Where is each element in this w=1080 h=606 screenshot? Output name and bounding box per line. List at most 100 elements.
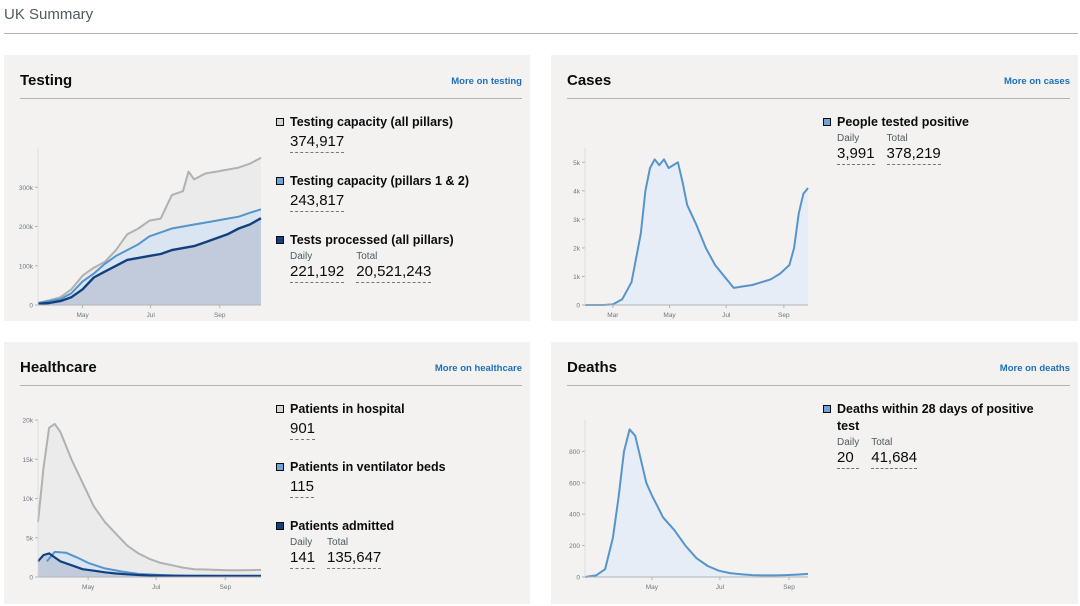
total-value[interactable]: 41,684 — [871, 449, 918, 469]
legend-swatch-icon — [276, 118, 284, 126]
y-tick-label: 3k — [573, 217, 581, 224]
x-tick-label: Jul — [716, 584, 725, 591]
x-tick-label: Mar — [607, 312, 619, 319]
metric-label: Patients in ventilator beds — [290, 460, 446, 474]
y-tick-label: 10k — [23, 496, 34, 503]
legend-swatch-icon — [276, 405, 284, 413]
y-tick-label: 4k — [573, 188, 581, 195]
series-line — [37, 552, 261, 577]
metric-label: Deaths within 28 days of positive test — [837, 402, 1034, 433]
x-tick-label: May — [663, 312, 676, 319]
x-tick-label: Jul — [722, 312, 731, 319]
metric-value[interactable]: 115 — [290, 478, 314, 498]
total-label: Total — [871, 437, 893, 448]
x-tick-label: Sep — [783, 584, 795, 591]
total-value[interactable]: 135,647 — [327, 549, 382, 569]
card-title: Healthcare — [20, 359, 97, 376]
metric-deaths-28-days: Deaths within 28 days of positive test D… — [823, 401, 1053, 469]
legend-swatch-icon — [823, 118, 831, 126]
y-tick-label: 15k — [23, 457, 34, 464]
metric-testing-capacity-all: Testing capacity (all pillars) 374,917 — [276, 114, 453, 153]
page-divider — [4, 33, 1078, 34]
y-tick-label: 400 — [569, 512, 580, 519]
y-tick-label: 5k — [573, 160, 581, 167]
series-area — [38, 218, 261, 305]
card-divider — [567, 98, 1070, 99]
legend-swatch-icon — [276, 236, 284, 244]
metric-testing-capacity-pillars: Testing capacity (pillars 1 & 2) 243,817 — [276, 173, 469, 212]
series-line — [37, 217, 262, 305]
x-tick-label: Sep — [220, 584, 232, 591]
testing-chart: 0 100k 200k 300k May Jul Sep — [19, 148, 262, 319]
total-label: Total — [886, 133, 908, 144]
legend-swatch-icon — [276, 177, 284, 185]
x-tick-label: Jul — [152, 584, 161, 591]
series-line — [37, 208, 262, 304]
card-title: Deaths — [567, 359, 618, 376]
more-on-deaths-link[interactable]: More on deaths — [999, 363, 1070, 374]
total-value[interactable]: 378,219 — [886, 145, 941, 165]
metric-label: People tested positive — [837, 115, 969, 129]
metric-label: Testing capacity (all pillars) — [290, 115, 454, 129]
daily-value[interactable]: 141 — [290, 549, 316, 569]
series-area — [585, 159, 808, 305]
daily-label: Daily — [290, 251, 313, 262]
x-tick-label: May — [76, 312, 89, 319]
deaths-chart: 0 200 400 600 800 May Jul Sep — [569, 420, 809, 591]
more-on-cases-link[interactable]: More on cases — [1004, 76, 1070, 87]
legend-swatch-icon — [276, 463, 284, 471]
x-tick-label: Sep — [214, 312, 226, 319]
daily-value[interactable]: 3,991 — [837, 145, 875, 165]
healthcare-chart: 0 5k 10k 15k 20k May Jul Sep — [23, 418, 262, 591]
legend-swatch-icon — [276, 522, 284, 530]
page-title: UK Summary — [4, 6, 94, 23]
total-value[interactable]: 20,521,243 — [356, 263, 432, 283]
series-line — [37, 422, 262, 572]
y-tick-label: 100k — [19, 263, 34, 270]
series-area — [38, 423, 261, 577]
cases-chart: 0 1k 2k 3k 4k 5k Mar May Jul Sep — [573, 148, 809, 319]
y-tick-label: 0 — [29, 575, 33, 582]
card-deaths: Deaths More on deaths 0 200 400 600 800 May Ju… — [551, 342, 1078, 604]
metric-label: Testing capacity (pillars 1 & 2) — [290, 174, 469, 188]
y-tick-label: 300k — [19, 185, 34, 192]
y-tick-label: 20k — [23, 418, 34, 425]
card-divider — [20, 98, 522, 99]
more-on-testing-link[interactable]: More on testing — [451, 76, 522, 87]
card-cases: Cases More on cases 0 1k 2k 3k 4k 5k Mar May Jul… — [551, 55, 1078, 321]
series-line — [585, 158, 809, 306]
card-title: Cases — [567, 72, 612, 89]
y-tick-label: 0 — [29, 303, 33, 310]
daily-value[interactable]: 221,192 — [290, 263, 345, 283]
card-title: Testing — [20, 72, 73, 89]
metric-patients-admitted: Patients admitted Daily 141 Total 135,647 — [276, 518, 394, 569]
more-on-healthcare-link[interactable]: More on healthcare — [434, 363, 522, 374]
x-tick-label: May — [646, 584, 659, 591]
series-area — [585, 429, 808, 577]
y-tick-label: 5k — [26, 535, 34, 542]
metric-value[interactable]: 243,817 — [290, 192, 345, 212]
card-testing: Testing More on testing 0 100k 200k 300k May… — [4, 55, 530, 321]
daily-label: Daily — [837, 437, 860, 448]
y-tick-label: 600 — [569, 480, 580, 487]
legend-swatch-icon — [823, 405, 831, 413]
series-line — [37, 156, 262, 304]
y-tick-label: 0 — [576, 575, 580, 582]
daily-label: Daily — [837, 133, 860, 144]
x-tick-label: May — [82, 584, 95, 591]
daily-label: Daily — [290, 537, 313, 548]
y-tick-label: 200 — [569, 543, 580, 550]
metric-people-tested-positive: People tested positive Daily 3,991 Total 3… — [823, 114, 969, 165]
y-tick-label: 800 — [569, 449, 580, 456]
daily-value[interactable]: 20 — [837, 449, 860, 469]
metric-value[interactable]: 901 — [290, 420, 316, 440]
metric-value[interactable]: 374,917 — [290, 133, 345, 153]
card-divider — [567, 385, 1070, 386]
metric-patients-in-hospital: Patients in hospital 901 — [276, 401, 405, 440]
card-divider — [20, 385, 522, 386]
y-tick-label: 2k — [573, 245, 581, 252]
metric-patients-ventilator: Patients in ventilator beds 115 — [276, 459, 446, 498]
x-tick-label: Jul — [146, 312, 155, 319]
x-tick-label: Sep — [778, 312, 790, 319]
total-label: Total — [356, 251, 378, 262]
